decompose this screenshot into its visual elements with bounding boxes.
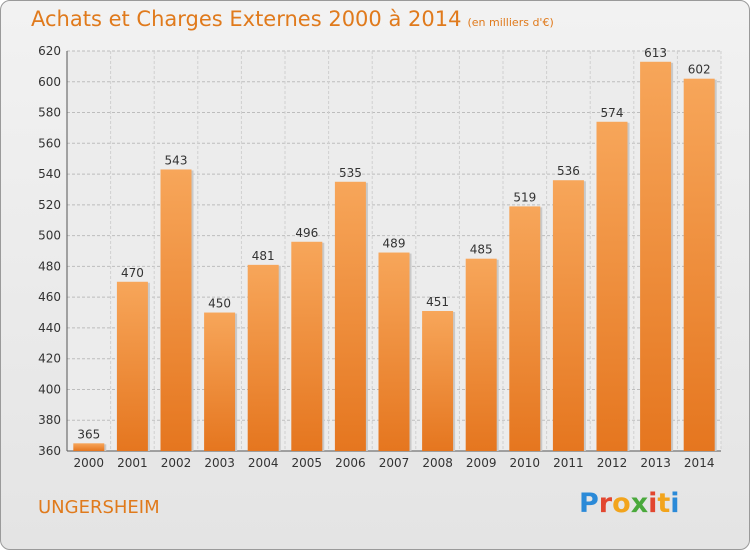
x-tick-label: 2001 (117, 456, 148, 470)
logo-letter: P (579, 488, 599, 519)
x-tick-label: 2004 (248, 456, 279, 470)
bar-value-label: 496 (295, 226, 318, 240)
bar (160, 169, 192, 451)
x-tick-label: 2008 (422, 456, 453, 470)
x-tick-label: 2011 (553, 456, 584, 470)
bar-value-label: 602 (688, 63, 711, 77)
x-tick-label: 2014 (684, 456, 715, 470)
y-tick-label: 480 (38, 259, 61, 273)
bar-value-label: 451 (426, 295, 449, 309)
x-tick-label: 2002 (161, 456, 192, 470)
bar-value-label: 574 (601, 106, 624, 120)
bar-value-label: 489 (383, 237, 406, 251)
bar-value-label: 365 (77, 427, 100, 441)
bar (509, 206, 541, 451)
y-tick-label: 520 (38, 198, 61, 212)
bar-value-label: 535 (339, 166, 362, 180)
y-tick-label: 540 (38, 167, 61, 181)
y-tick-label: 400 (38, 382, 61, 396)
bar-value-label: 613 (644, 46, 667, 60)
chart-title: Achats et Charges Externes 2000 à 2014 (e… (31, 7, 554, 31)
bar-value-label: 519 (513, 190, 536, 204)
bar-value-label: 481 (252, 249, 275, 263)
y-tick-label: 360 (38, 444, 61, 458)
bar-value-label: 536 (557, 164, 580, 178)
y-tick-label: 440 (38, 321, 61, 335)
x-tick-label: 2010 (510, 456, 541, 470)
x-tick-label: 2003 (204, 456, 235, 470)
logo-letter: r (598, 488, 613, 519)
commune-name: UNGERSHEIM (38, 497, 160, 518)
logo-letter: x (630, 488, 649, 519)
bar (596, 121, 628, 452)
chart-title-text: Achats et Charges Externes 2000 à 2014 (31, 7, 462, 31)
bar (465, 258, 497, 451)
y-tick-label: 500 (38, 229, 61, 243)
logo-letter: t (657, 488, 671, 519)
proxiti-logo: Proxiti (579, 488, 680, 519)
bar (116, 281, 148, 451)
bar-value-label: 543 (165, 153, 188, 167)
bar (640, 61, 672, 452)
y-tick-label: 380 (38, 413, 61, 427)
bar (73, 443, 105, 451)
chart-subtitle: (en milliers d'€) (467, 16, 554, 29)
bar-value-label: 470 (121, 266, 144, 280)
logo-letter: i (670, 488, 680, 519)
y-tick-label: 420 (38, 352, 61, 366)
bar (422, 311, 454, 451)
bar (552, 180, 584, 451)
x-tick-label: 2013 (640, 456, 671, 470)
y-tick-label: 580 (38, 106, 61, 120)
y-tick-label: 460 (38, 290, 61, 304)
logo-letter: o (612, 488, 631, 519)
bar (683, 78, 715, 451)
bar (378, 252, 410, 451)
x-tick-label: 2000 (74, 456, 105, 470)
logo-letter: i (648, 488, 658, 519)
x-tick-label: 2006 (335, 456, 366, 470)
x-tick-label: 2012 (597, 456, 628, 470)
y-tick-label: 620 (38, 44, 61, 58)
bar (334, 181, 366, 451)
data-labels: 365 470 543 450 481 496 535 489 451 485 519 536 574 6… (77, 46, 710, 442)
x-tick-label: 2007 (379, 456, 410, 470)
bar (247, 264, 279, 451)
y-tick-label: 600 (38, 75, 61, 89)
x-tick-label: 2009 (466, 456, 497, 470)
bar-value-label: 485 (470, 243, 493, 257)
tick-labels: 360 380 400 420 440 460 480 500 520 540 560 580 600 6… (38, 44, 714, 470)
bars (73, 61, 717, 452)
y-tick-label: 560 (38, 136, 61, 150)
bar (291, 241, 323, 451)
bar-value-label: 450 (208, 297, 231, 311)
bar (204, 312, 236, 451)
x-tick-label: 2005 (292, 456, 323, 470)
